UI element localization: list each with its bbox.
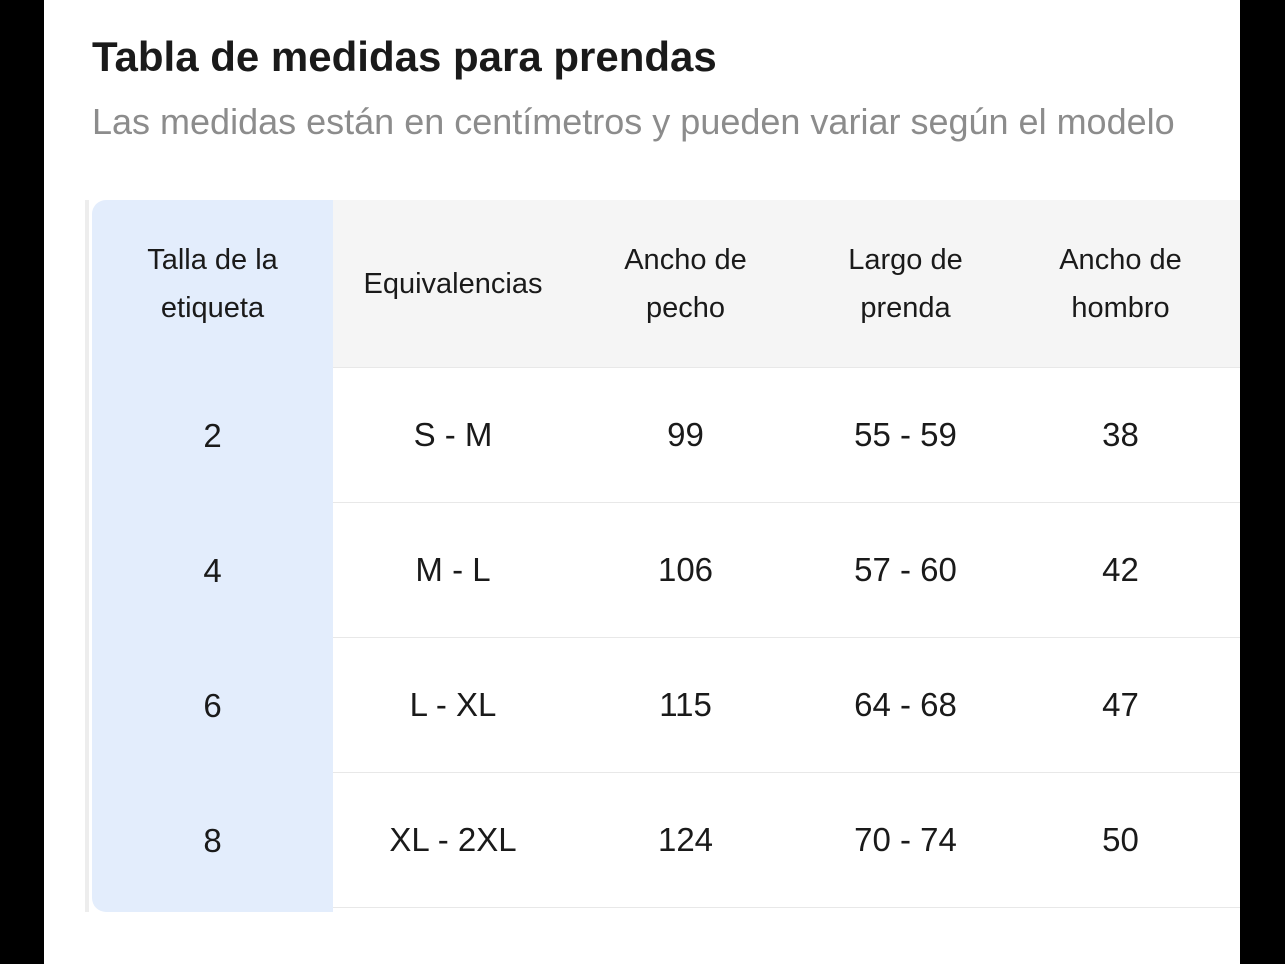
table-body: Equivalencias Ancho de pecho Largo de pr… [333, 200, 1260, 912]
label-cell: 2 [203, 416, 222, 454]
column-header-largo-prenda: Largo de prenda [798, 200, 1013, 367]
label-column: Talla de la etiqueta 2 4 6 8 [92, 200, 333, 912]
table-cell: 124 [657, 821, 714, 858]
table-cell: 70 - 74 [854, 821, 957, 858]
table-cell: 99 [667, 416, 704, 453]
table-row: M - L 106 57 - 60 42 [333, 503, 1260, 638]
table-cell: XL - 2XL [389, 821, 517, 858]
table-cell: 42 [1102, 551, 1139, 588]
table-cell: 115 [659, 686, 712, 723]
table-row: XL - 2XL 124 70 - 74 50 [333, 773, 1260, 908]
table-cell: 38 [1102, 416, 1139, 453]
page-title: Tabla de medidas para prendas [92, 33, 717, 80]
column-header-equivalencias: Equivalencias [333, 200, 573, 367]
table-cell: S - M [413, 416, 493, 453]
column-header-text: Ancho de hombro [1059, 243, 1182, 324]
column-header-ancho-pecho: Ancho de pecho [573, 200, 798, 367]
overlay-right [1240, 0, 1285, 964]
column-header-text: Equivalencias [363, 267, 543, 300]
table-cell: 57 - 60 [854, 551, 957, 588]
label-cell: 8 [203, 821, 222, 859]
table-cell: 47 [1102, 686, 1139, 723]
table-cell: M - L [415, 551, 491, 588]
column-header-text: Ancho de pecho [624, 243, 747, 324]
size-chart-table[interactable]: Talla de la etiqueta 2 4 6 8 Equivalenci… [92, 200, 1260, 912]
page-subtitle: Las medidas están en centímetros y puede… [92, 101, 1175, 142]
table-cell: 106 [657, 551, 714, 588]
label-column-header: Talla de la etiqueta [92, 200, 333, 368]
label-column-header-text: Talla de la etiqueta [147, 244, 278, 324]
label-cell: 4 [203, 551, 222, 589]
table-cell: 50 [1102, 821, 1139, 858]
label-cell: 6 [203, 686, 222, 724]
table-cell: 64 - 68 [854, 686, 957, 723]
table-left-edge [85, 200, 89, 912]
table-row: L - XL 115 64 - 68 47 [333, 638, 1260, 773]
table-row: S - M 99 55 - 59 38 [333, 368, 1260, 503]
column-header-ancho-hombro: Ancho de hombro [1013, 200, 1228, 367]
column-header-text: Largo de prenda [848, 243, 963, 324]
overlay-left [0, 0, 44, 964]
table-header-row: Equivalencias Ancho de pecho Largo de pr… [333, 200, 1260, 368]
table-cell: L - XL [409, 686, 497, 723]
table-cell: 55 - 59 [854, 416, 957, 453]
